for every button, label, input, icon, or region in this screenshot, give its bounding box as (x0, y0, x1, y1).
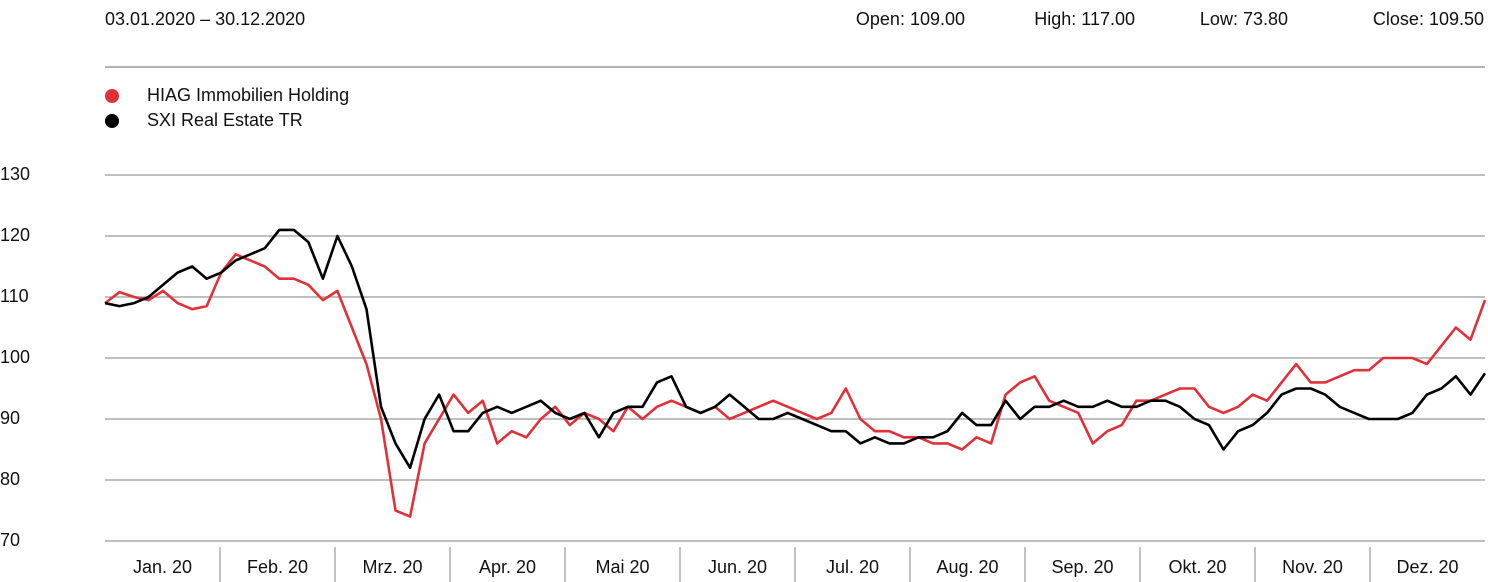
x-tick-label: Feb. 20 (247, 557, 308, 577)
x-tick-label: Mai 20 (595, 557, 649, 577)
legend-label: HIAG Immobilien Holding (147, 85, 349, 105)
y-tick-label: 70 (0, 530, 20, 550)
x-tick-label: Sep. 20 (1051, 557, 1113, 577)
x-tick-label: Dez. 20 (1396, 557, 1458, 577)
close: Close: 109.50 (1373, 9, 1484, 29)
x-tick-label: Jun. 20 (708, 557, 767, 577)
y-tick-label: 120 (0, 225, 30, 245)
x-tick-label: Jul. 20 (826, 557, 879, 577)
x-tick-label: Nov. 20 (1282, 557, 1343, 577)
y-tick-label: 90 (0, 408, 20, 428)
x-tick-label: Aug. 20 (936, 557, 998, 577)
legend-marker (105, 89, 119, 103)
legend-label: SXI Real Estate TR (147, 110, 303, 130)
series-line (104, 253, 1487, 518)
series-line (104, 228, 1487, 470)
low: Low: 73.80 (1200, 9, 1288, 29)
legend-marker (105, 114, 119, 128)
y-tick-label: 130 (0, 164, 30, 184)
y-tick-label: 110 (0, 286, 29, 306)
y-tick-label: 100 (0, 347, 30, 367)
high: High: 117.00 (1034, 9, 1135, 29)
period: 03.01.2020 – 30.12.2020 (105, 9, 305, 29)
x-tick-label: Apr. 20 (479, 557, 536, 577)
x-tick-label: Okt. 20 (1168, 557, 1226, 577)
x-tick-label: Jan. 20 (133, 557, 192, 577)
x-tick-label: Mrz. 20 (362, 557, 422, 577)
open: Open: 109.00 (856, 9, 965, 29)
y-tick-label: 80 (0, 469, 20, 489)
